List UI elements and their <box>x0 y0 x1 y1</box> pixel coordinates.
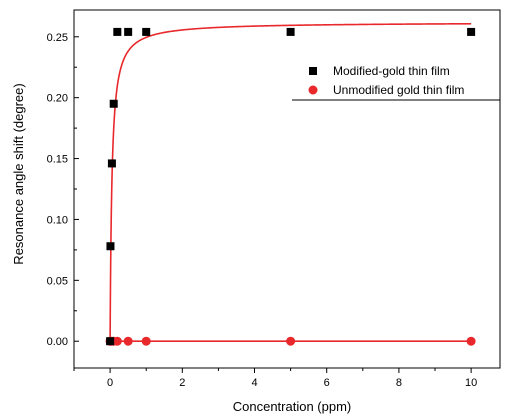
y-axis-title: Resonance angle shift (degree) <box>11 83 26 264</box>
x-tick-label: 6 <box>324 377 330 389</box>
data-point-modified <box>467 28 475 36</box>
x-tick-label: 2 <box>179 377 185 389</box>
x-tick-label: 8 <box>396 377 402 389</box>
data-point-modified <box>108 159 116 167</box>
legend-label-modified: Modified-gold thin film <box>333 64 450 78</box>
data-point-modified <box>106 242 114 250</box>
data-point-modified <box>106 337 114 345</box>
data-point-unmodified <box>113 337 122 346</box>
x-tick-label: 10 <box>465 377 477 389</box>
y-tick-label: 0.00 <box>47 336 68 348</box>
data-point-modified <box>142 28 150 36</box>
legend-marker-unmodified <box>309 86 318 95</box>
y-tick-label: 0.10 <box>47 214 68 226</box>
y-tick-label: 0.20 <box>47 93 68 105</box>
data-point-modified <box>113 28 121 36</box>
y-tick-label: 0.05 <box>47 275 68 287</box>
data-point-unmodified <box>142 337 151 346</box>
data-point-modified <box>124 28 132 36</box>
y-tick-label: 0.25 <box>47 32 68 44</box>
legend-marker-modified <box>309 67 317 75</box>
data-point-modified <box>287 28 295 36</box>
data-point-unmodified <box>286 337 295 346</box>
x-axis-title: Concentration (ppm) <box>233 399 352 414</box>
legend-label-unmodified: Unmodified gold thin film <box>333 83 464 97</box>
data-point-modified <box>110 100 118 108</box>
data-point-unmodified <box>467 337 476 346</box>
data-point-unmodified <box>124 337 133 346</box>
x-tick-label: 0 <box>107 377 113 389</box>
x-tick-label: 4 <box>251 377 257 389</box>
y-tick-label: 0.15 <box>47 154 68 166</box>
